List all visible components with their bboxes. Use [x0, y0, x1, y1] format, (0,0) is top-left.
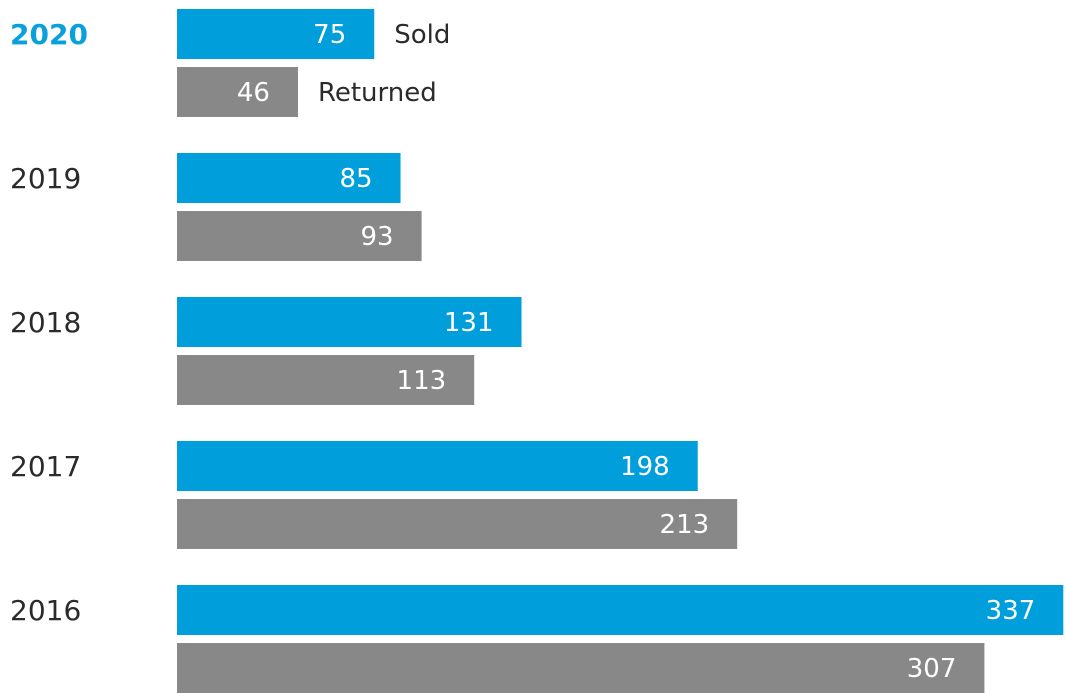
value-label-returned-2016: 307 [907, 654, 957, 684]
value-label-sold-2019: 85 [339, 164, 372, 194]
year-label-2017: 2017 [10, 450, 81, 483]
bar-returned-2019 [177, 211, 422, 261]
value-label-sold-2018: 131 [444, 308, 494, 338]
value-label-sold-2017: 198 [620, 452, 670, 482]
value-label-returned-2019: 93 [360, 222, 393, 252]
year-label-2020: 2020 [10, 18, 88, 51]
bar-sold-2019 [177, 153, 401, 203]
legend-label-returned: Returned [318, 78, 437, 108]
bars [177, 9, 1064, 693]
bar-returned-2018 [177, 355, 475, 405]
year-label-2016: 2016 [10, 594, 81, 627]
bar-returned-2016 [177, 643, 985, 693]
legend: Sold Returned [318, 20, 450, 108]
bar-sold-2018 [177, 297, 522, 347]
bar-sold-2017 [177, 441, 698, 491]
value-labels: 75 46 85 93 131 113 198 213 337 307 [237, 20, 1035, 684]
legend-label-sold: Sold [394, 20, 450, 50]
bar-sold-2016 [177, 585, 1064, 635]
value-label-sold-2016: 337 [986, 596, 1036, 626]
bar-returned-2020 [177, 67, 298, 117]
year-labels: 2020 2019 2018 2017 2016 [10, 18, 88, 627]
bar-sold-2020 [177, 9, 375, 59]
year-label-2018: 2018 [10, 306, 81, 339]
value-label-returned-2018: 113 [397, 366, 447, 396]
value-label-returned-2020: 46 [237, 78, 270, 108]
value-label-sold-2020: 75 [313, 20, 346, 50]
value-label-returned-2017: 213 [660, 510, 710, 540]
year-label-2019: 2019 [10, 162, 81, 195]
bar-returned-2017 [177, 499, 738, 549]
